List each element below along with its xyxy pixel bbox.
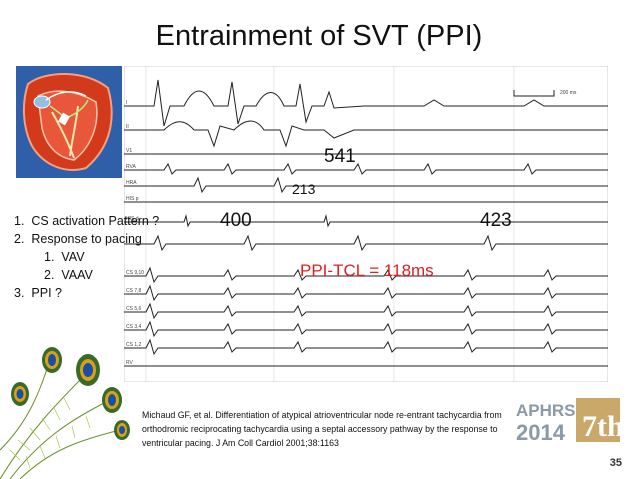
ecg-tracing: I II V1 RVA HRA HIS p HIS d CS 9,10 CS 7… xyxy=(124,66,608,382)
peacock-feather-decoration xyxy=(0,347,130,479)
interval-label-423: 423 xyxy=(480,210,512,231)
channel-label: HIS p xyxy=(126,196,139,202)
list-subitem: 1. VAV xyxy=(44,250,85,264)
heart-diagram xyxy=(16,66,122,178)
interval-label-213: 213 xyxy=(292,181,316,197)
citation-text: Michaud GF, et al. Differentiation of at… xyxy=(142,410,502,448)
ppi-tcl-label: PPI-TCL = 118ms xyxy=(300,261,434,280)
question-list: 1. CS activation Pattern ? 2. Response t… xyxy=(14,212,159,302)
channel-label: CS 7,8 xyxy=(126,288,142,294)
channel-label: V1 xyxy=(126,148,132,154)
svg-text:2014: 2014 xyxy=(516,420,566,445)
channel-label: HRA xyxy=(126,180,137,186)
channel-label: CS 5,6 xyxy=(126,306,142,312)
page-number: 35 xyxy=(609,457,622,469)
interval-label-541: 541 xyxy=(324,146,356,167)
scale-label: 200 ms xyxy=(560,90,577,96)
list-item: 1. CS activation Pattern ? xyxy=(14,214,160,228)
svg-text:APHRS: APHRS xyxy=(516,401,576,420)
channel-label: RV xyxy=(126,360,134,366)
interval-label-400: 400 xyxy=(220,210,252,231)
svg-text:7th: 7th xyxy=(582,410,624,443)
channel-label: I xyxy=(126,100,127,106)
list-item: 3. PPI ? xyxy=(14,286,62,300)
channel-label: II xyxy=(126,124,129,130)
channel-label: RVA xyxy=(126,164,136,170)
channel-label: CS 3,4 xyxy=(126,324,142,330)
channel-label: CS 1,2 xyxy=(126,342,142,348)
aphrs-2014-logo: APHRS 2014 7th xyxy=(516,398,624,445)
list-item: 2. Response to pacing xyxy=(14,232,142,246)
channel-label: CS 9,10 xyxy=(126,270,144,276)
slide-title: Entrainment of SVT (PPI) xyxy=(155,20,483,52)
list-subitem: 2. VAAV xyxy=(44,268,93,282)
channel-label: HIS d xyxy=(126,216,139,222)
